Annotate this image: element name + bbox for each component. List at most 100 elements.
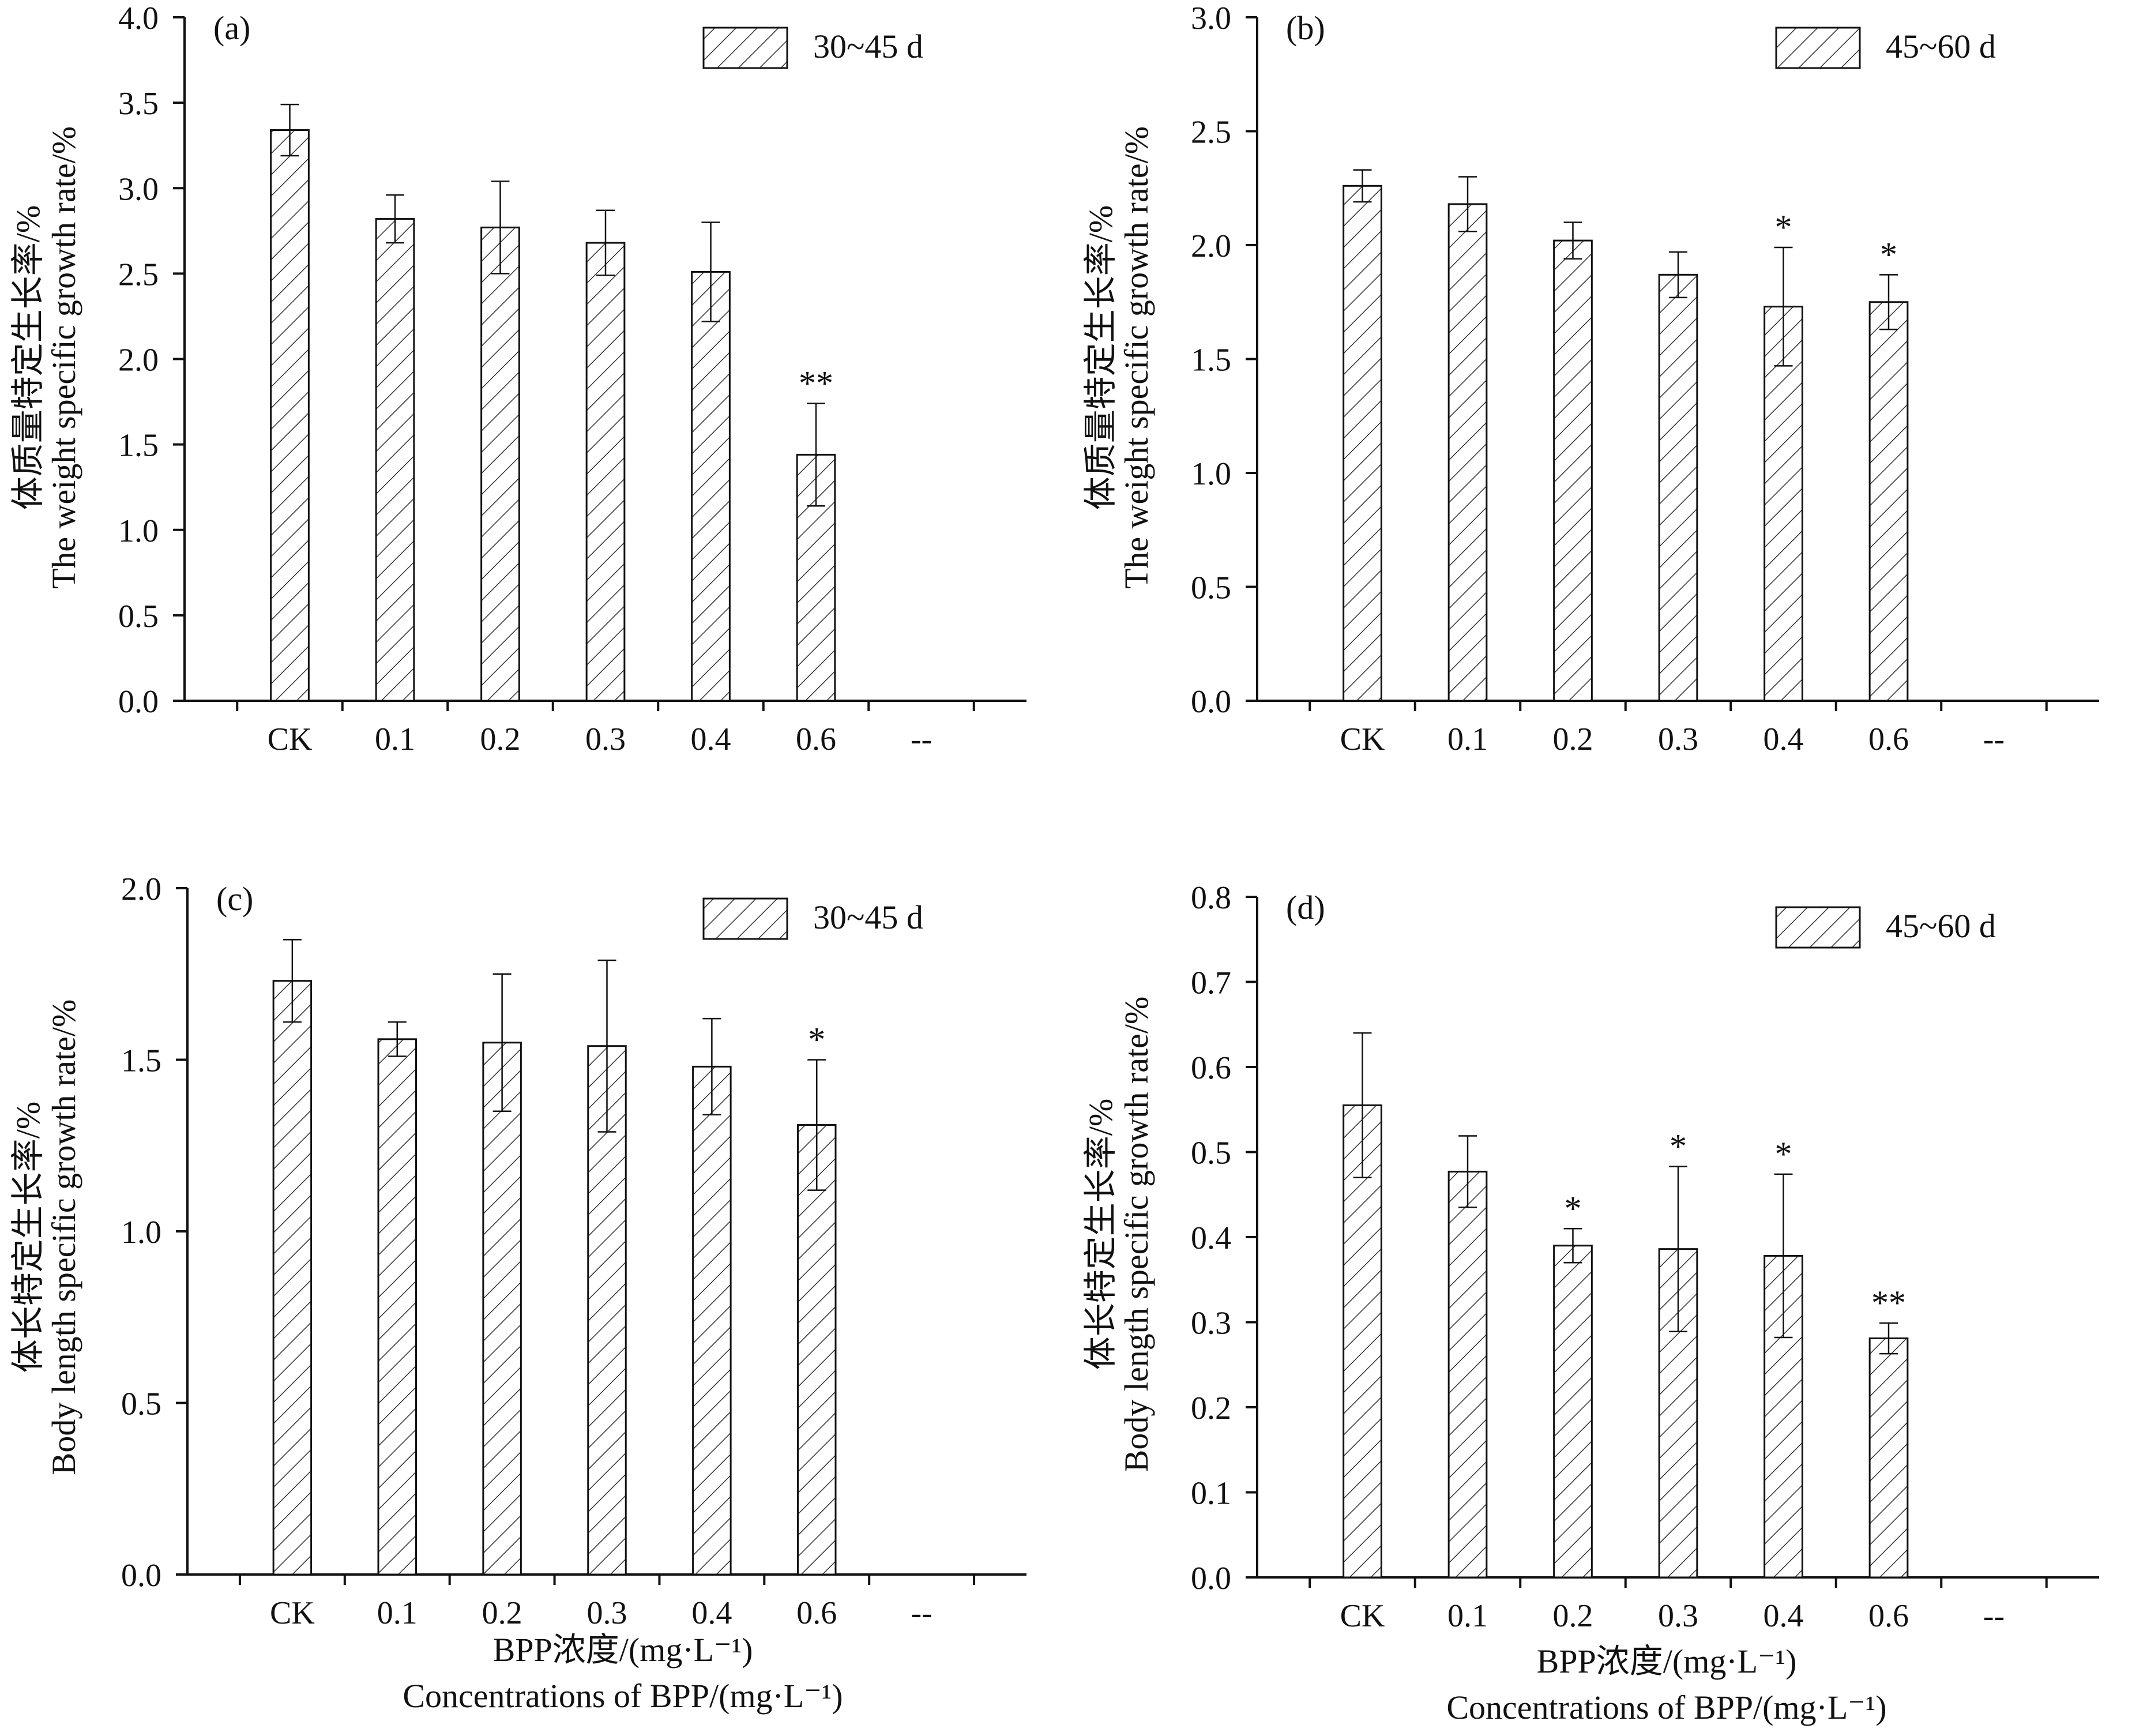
panel-d-x-tick-label: 0.4 xyxy=(1763,1598,1804,1634)
panel-b-y-tick-label: 2.5 xyxy=(1191,115,1231,151)
panel-d-y-tick-label: 0.3 xyxy=(1191,1306,1231,1342)
panel-d-x-tick-label: 0.3 xyxy=(1658,1598,1698,1634)
panel-a-significance-mark: ** xyxy=(799,365,833,403)
panel-d-tag: (d) xyxy=(1286,889,1325,926)
panel-d-xlabel-en: Concentrations of BPP/(mg·L⁻¹) xyxy=(1446,1689,1886,1726)
panel-a-y-tick-label: 0.0 xyxy=(118,684,159,720)
panel-b-ylabel-cn: 体质量特定生长率/% xyxy=(1082,205,1119,510)
panel-d-y-tick-label: 0.8 xyxy=(1191,880,1231,916)
panel-a-bar xyxy=(585,242,626,702)
panel-a-x-tick-label: 0.6 xyxy=(796,722,836,757)
panel-a-x-tick-label: -- xyxy=(911,722,932,757)
panel-d-xlabel-cn: BPP浓度/(mg·L⁻¹) xyxy=(1537,1643,1797,1680)
panel-d-y-tick-label: 0.4 xyxy=(1191,1220,1231,1256)
panel-c-x-tick-label: 0.3 xyxy=(587,1595,627,1631)
panel-d-ylabel-cn: 体长特定生长率/% xyxy=(1082,1099,1119,1370)
panel-c-x-tick-label: CK xyxy=(270,1595,315,1631)
panel-a-x-tick-label: 0.3 xyxy=(585,722,626,757)
panel-d-legend-label: 45~60 d xyxy=(1886,907,1996,945)
panel-a-x-tick-label: 0.4 xyxy=(691,722,731,757)
panel-b-y-tick-label: 0.5 xyxy=(1191,570,1231,606)
panel-a-bar xyxy=(691,270,731,702)
panel-d-legend-swatch xyxy=(1775,906,1861,949)
panel-c-y-tick-label: 0.0 xyxy=(121,1558,161,1594)
panel-b-bar xyxy=(1763,306,1803,702)
panel-a-bar xyxy=(480,226,520,702)
panel-c-x-tick-label: 0.2 xyxy=(482,1595,522,1631)
panel-d-y-tick-label: 0.0 xyxy=(1191,1561,1231,1596)
panel-b-x-tick-label: CK xyxy=(1340,722,1385,757)
panel-a-y-tick-label: 1.0 xyxy=(118,513,159,549)
panel-c-bar xyxy=(377,1038,417,1576)
panel-a-y-tick-label: 3.0 xyxy=(118,171,159,207)
panel-d-bar xyxy=(1447,1170,1488,1579)
panel-c-bar xyxy=(482,1042,522,1576)
panel-c-legend-label: 30~45 d xyxy=(813,899,923,936)
panel-d-significance-mark: * xyxy=(1565,1189,1582,1227)
panel-a-bar xyxy=(270,129,310,702)
panel-b-y-tick-label: 2.0 xyxy=(1191,228,1231,264)
panel-b-legend-label: 45~60 d xyxy=(1886,28,1996,65)
panel-c-tag: (c) xyxy=(216,880,253,918)
panel-d-y-tick-label: 0.2 xyxy=(1191,1391,1231,1426)
panel-c-x-tick-label: 0.6 xyxy=(796,1595,837,1631)
panel-b-bar xyxy=(1658,273,1698,702)
panel-b-x-tick-label: 0.1 xyxy=(1447,722,1488,757)
panel-d-y-tick-label: 0.7 xyxy=(1191,965,1231,1001)
panel-b-bar xyxy=(1447,203,1488,702)
panel-a-y-tick-label: 4.0 xyxy=(118,1,159,36)
panel-b-x-tick-label: 0.2 xyxy=(1553,722,1593,757)
panel-a-ylabel-cn: 体质量特定生长率/% xyxy=(9,205,47,510)
panel-c-y-tick-label: 2.0 xyxy=(121,871,161,907)
panel-d-y-tick-label: 0.1 xyxy=(1191,1476,1231,1512)
panel-a-ylabel-en: The weight specific growth rate/% xyxy=(45,126,82,589)
panel-b-x-tick-label: 0.4 xyxy=(1763,722,1804,757)
panel-a-y-tick-label: 0.5 xyxy=(118,599,159,634)
panel-d-length-45-60d: 体长特定生长率/% Body length specific growth ra… xyxy=(1082,880,2099,1726)
panel-c-x-tick-label: -- xyxy=(911,1595,932,1631)
panel-b-bar xyxy=(1868,301,1909,702)
panel-a-legend-label: 30~45 d xyxy=(813,28,923,65)
panel-a-y-tick-label: 3.5 xyxy=(118,86,159,122)
panel-b-weight-45-60d: 体质量特定生长率/% The weight specific growth ra… xyxy=(1082,1,2099,757)
panel-d-bar xyxy=(1868,1337,1909,1579)
panel-d-x-tick-label: 0.1 xyxy=(1447,1598,1488,1634)
panel-c-ylabel-cn: 体长特定生长率/% xyxy=(9,1102,47,1373)
panel-c-y-tick-label: 0.5 xyxy=(121,1386,161,1422)
panel-a-weight-30-45d: 体质量特定生长率/% The weight specific growth ra… xyxy=(9,1,1026,757)
panel-a-y-tick-label: 2.0 xyxy=(118,343,159,378)
panel-a-y-tick-label: 2.5 xyxy=(118,257,159,292)
panel-d-x-tick-label: -- xyxy=(1983,1598,2005,1634)
panel-c-legend-swatch xyxy=(702,897,788,940)
panel-c-xlabel-en: Concentrations of BPP/(mg·L⁻¹) xyxy=(403,1677,843,1715)
panel-d-y-tick-label: 0.6 xyxy=(1191,1050,1231,1086)
panel-d-x-tick-label: 0.2 xyxy=(1553,1598,1593,1634)
panel-d-y-tick-label: 0.5 xyxy=(1191,1136,1231,1171)
panel-c-x-tick-label: 0.4 xyxy=(691,1595,732,1631)
panel-c-significance-mark: * xyxy=(808,1021,825,1059)
panel-b-y-tick-label: 0.0 xyxy=(1191,684,1231,720)
panel-b-tag: (b) xyxy=(1286,9,1325,47)
panel-c-y-tick-label: 1.0 xyxy=(121,1215,161,1250)
panel-b-significance-mark: * xyxy=(1880,235,1897,273)
panel-b-legend-swatch xyxy=(1775,27,1861,69)
panel-a-x-tick-label: 0.1 xyxy=(375,722,415,757)
panel-a-x-tick-label: CK xyxy=(268,722,313,757)
panel-d-bar xyxy=(1553,1245,1593,1579)
panel-c-bar xyxy=(272,980,313,1576)
panel-d-x-tick-label: 0.6 xyxy=(1868,1598,1909,1634)
panel-c-ylabel-en: Body length specific growth rate/% xyxy=(45,999,82,1475)
panel-d-significance-mark: * xyxy=(1669,1128,1687,1166)
panel-b-x-tick-label: 0.6 xyxy=(1868,722,1909,757)
panel-a-tag: (a) xyxy=(213,9,250,47)
panel-b-y-tick-label: 1.0 xyxy=(1191,456,1231,492)
panel-a-legend-swatch xyxy=(702,27,788,69)
panel-b-y-tick-label: 1.5 xyxy=(1191,343,1231,378)
panel-d-significance-mark: * xyxy=(1775,1135,1792,1173)
panel-b-x-tick-label: -- xyxy=(1983,722,2005,757)
panel-b-significance-mark: * xyxy=(1775,208,1792,246)
panel-c-xlabel-cn: BPP浓度/(mg·L⁻¹) xyxy=(493,1631,753,1669)
panel-d-x-tick-label: CK xyxy=(1340,1598,1385,1634)
panel-c-y-tick-label: 1.5 xyxy=(121,1043,161,1079)
